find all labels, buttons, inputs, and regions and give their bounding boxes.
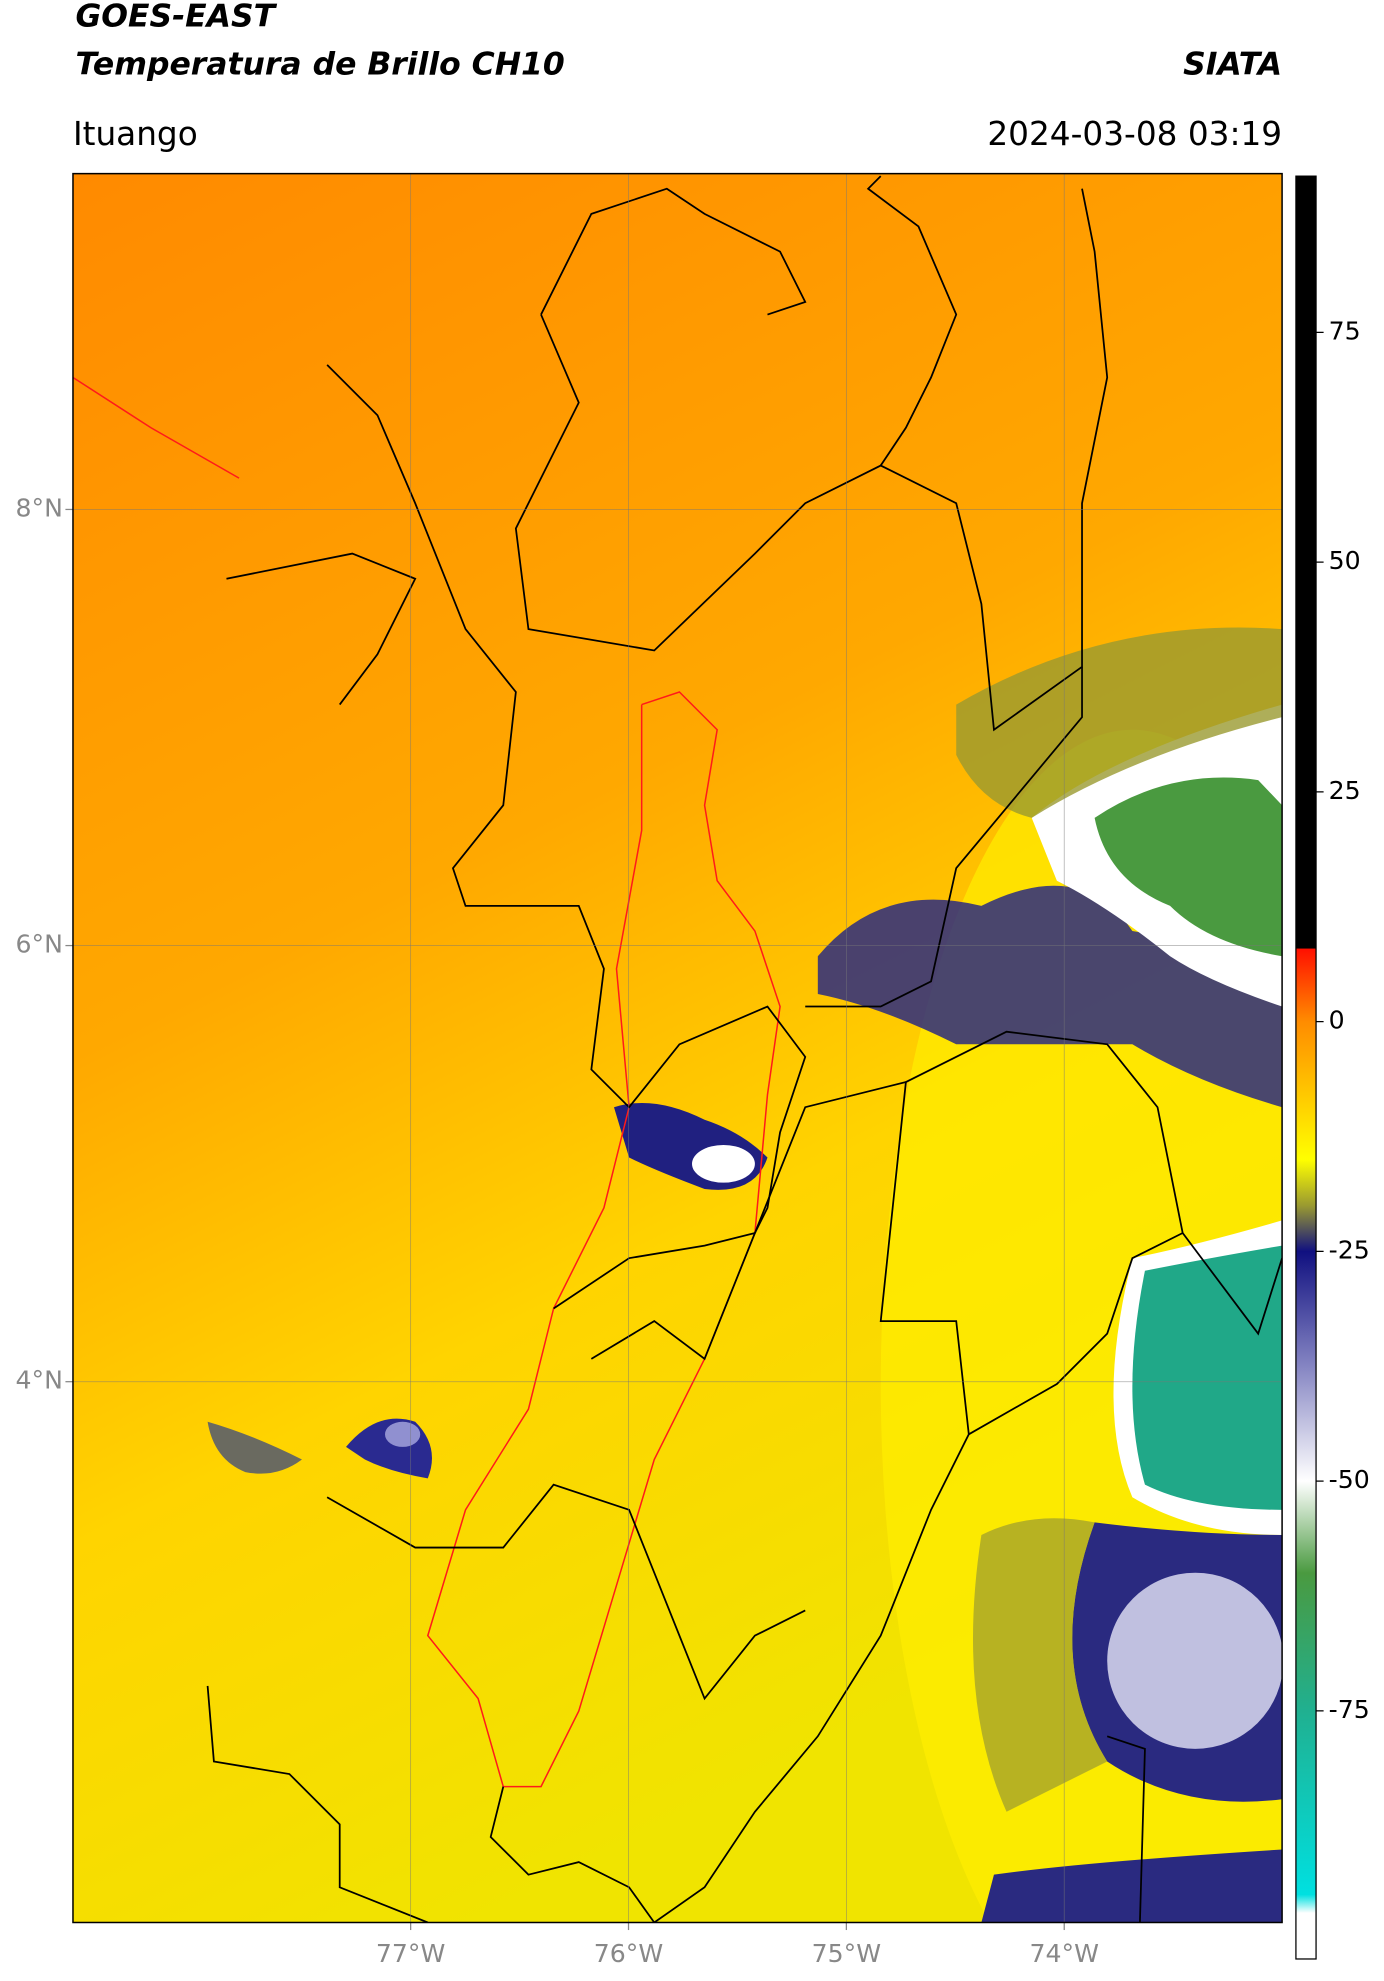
map-frame — [72, 172, 1283, 1924]
colorbar-tick-label: -50 — [1329, 1465, 1370, 1494]
x-tick-label: 76°W — [594, 1939, 664, 1968]
colorbar-tick-label: -25 — [1329, 1235, 1370, 1264]
x-tick-label: 74°W — [1029, 1939, 1099, 1968]
map-image — [72, 173, 1283, 1923]
source: SIATA — [1183, 46, 1282, 82]
colorbar-tick-label: 75 — [1329, 316, 1361, 345]
colorbar-tick-label: -75 — [1329, 1695, 1370, 1724]
colorbar-tick-label: 0 — [1329, 1006, 1345, 1035]
subtitle: Temperatura de Brillo CH10 — [75, 46, 564, 82]
title: GOES-EAST — [75, 0, 277, 35]
colorbar-tick-label: 25 — [1329, 776, 1361, 805]
y-tick-label: 4°N — [16, 1366, 63, 1395]
colorbar-tick-label: 50 — [1329, 546, 1361, 575]
colorbar — [1295, 175, 1317, 1960]
location: Ituango — [73, 115, 198, 153]
x-tick-label: 75°W — [812, 1939, 882, 1968]
x-tick-label: 77°W — [376, 1939, 446, 1968]
datetime: 2024-03-08 03:19 — [987, 115, 1282, 153]
y-tick-label: 6°N — [16, 930, 63, 959]
y-tick-label: 8°N — [16, 493, 63, 522]
